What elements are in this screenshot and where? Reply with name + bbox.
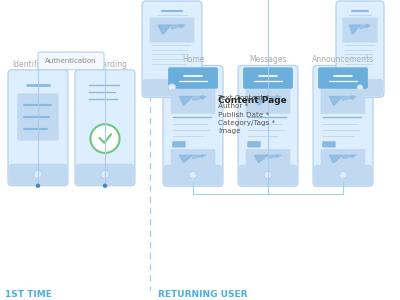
FancyBboxPatch shape bbox=[164, 165, 222, 185]
Circle shape bbox=[200, 154, 204, 158]
FancyBboxPatch shape bbox=[17, 93, 59, 140]
Circle shape bbox=[36, 184, 40, 188]
FancyBboxPatch shape bbox=[171, 89, 215, 114]
FancyBboxPatch shape bbox=[163, 65, 223, 186]
FancyBboxPatch shape bbox=[142, 1, 202, 97]
Circle shape bbox=[264, 171, 272, 179]
Text: Identification: Identification bbox=[13, 60, 63, 69]
Text: Announcements: Announcements bbox=[312, 56, 374, 64]
Text: Publish Date *: Publish Date * bbox=[218, 112, 269, 118]
FancyBboxPatch shape bbox=[318, 67, 368, 89]
Polygon shape bbox=[350, 25, 359, 34]
FancyBboxPatch shape bbox=[75, 70, 135, 186]
FancyBboxPatch shape bbox=[337, 79, 383, 96]
Circle shape bbox=[168, 84, 176, 92]
FancyBboxPatch shape bbox=[239, 165, 297, 185]
FancyBboxPatch shape bbox=[313, 65, 373, 186]
Polygon shape bbox=[267, 97, 282, 101]
Text: Messages: Messages bbox=[249, 56, 287, 64]
Polygon shape bbox=[179, 155, 192, 163]
FancyBboxPatch shape bbox=[150, 18, 194, 43]
Circle shape bbox=[276, 154, 279, 158]
FancyBboxPatch shape bbox=[8, 70, 68, 186]
FancyBboxPatch shape bbox=[247, 141, 261, 148]
FancyBboxPatch shape bbox=[342, 18, 378, 43]
Circle shape bbox=[179, 24, 184, 28]
Circle shape bbox=[275, 95, 280, 100]
Circle shape bbox=[101, 170, 109, 178]
Circle shape bbox=[350, 95, 355, 100]
Polygon shape bbox=[171, 25, 186, 29]
FancyBboxPatch shape bbox=[238, 65, 298, 186]
FancyBboxPatch shape bbox=[9, 164, 67, 185]
Circle shape bbox=[350, 154, 354, 158]
Polygon shape bbox=[192, 97, 207, 101]
Text: Home: Home bbox=[182, 56, 204, 64]
Text: Content Page: Content Page bbox=[218, 96, 287, 105]
Text: Authentication: Authentication bbox=[45, 58, 97, 64]
Circle shape bbox=[339, 171, 347, 179]
Circle shape bbox=[200, 95, 205, 100]
FancyBboxPatch shape bbox=[314, 165, 372, 185]
Text: RETURNING USER: RETURNING USER bbox=[158, 290, 248, 299]
FancyBboxPatch shape bbox=[171, 149, 215, 170]
Polygon shape bbox=[158, 25, 171, 34]
Polygon shape bbox=[179, 97, 192, 106]
Polygon shape bbox=[342, 155, 357, 158]
FancyBboxPatch shape bbox=[322, 141, 336, 148]
Text: Text Content *: Text Content * bbox=[218, 95, 269, 101]
Circle shape bbox=[103, 184, 107, 188]
FancyBboxPatch shape bbox=[246, 89, 290, 114]
Polygon shape bbox=[192, 155, 207, 158]
Polygon shape bbox=[254, 155, 267, 163]
Text: Category/Tags *: Category/Tags * bbox=[218, 120, 275, 126]
Polygon shape bbox=[342, 97, 357, 101]
Circle shape bbox=[34, 170, 42, 178]
FancyBboxPatch shape bbox=[336, 1, 384, 97]
Polygon shape bbox=[329, 97, 342, 106]
Text: 1ST TIME: 1ST TIME bbox=[5, 290, 52, 299]
FancyBboxPatch shape bbox=[246, 149, 290, 170]
Circle shape bbox=[189, 171, 197, 179]
FancyBboxPatch shape bbox=[76, 164, 134, 185]
FancyBboxPatch shape bbox=[321, 149, 365, 170]
Text: Onboarding: Onboarding bbox=[82, 60, 128, 69]
Text: Image: Image bbox=[218, 128, 241, 134]
Polygon shape bbox=[254, 97, 267, 106]
FancyBboxPatch shape bbox=[243, 67, 293, 89]
Polygon shape bbox=[329, 155, 342, 163]
Text: Author *: Author * bbox=[218, 103, 248, 109]
Polygon shape bbox=[359, 25, 370, 29]
FancyBboxPatch shape bbox=[143, 79, 201, 96]
FancyBboxPatch shape bbox=[172, 141, 186, 148]
Circle shape bbox=[90, 124, 120, 153]
FancyBboxPatch shape bbox=[38, 52, 104, 70]
FancyBboxPatch shape bbox=[321, 89, 365, 114]
FancyBboxPatch shape bbox=[168, 67, 218, 89]
Circle shape bbox=[365, 24, 370, 28]
Circle shape bbox=[357, 85, 363, 91]
Polygon shape bbox=[267, 155, 282, 158]
